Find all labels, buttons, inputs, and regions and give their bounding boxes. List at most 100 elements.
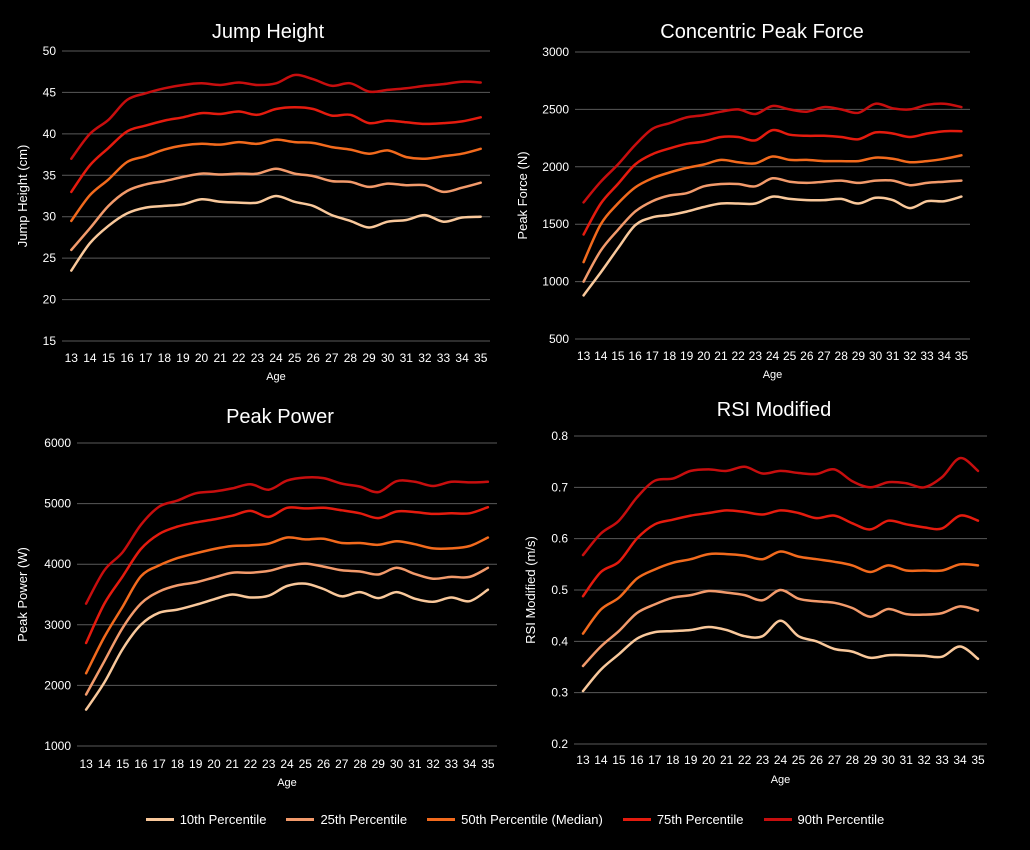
x-tick-label: 25: [783, 349, 797, 363]
x-tick-label: 33: [935, 753, 949, 767]
x-tick-label: 28: [353, 757, 367, 771]
x-tick-label: 17: [139, 351, 153, 365]
x-tick-label: 27: [325, 351, 339, 365]
y-tick-label: 2000: [44, 678, 71, 692]
x-tick-label: 15: [116, 757, 130, 771]
y-tick-label: 0.2: [551, 737, 568, 751]
x-tick-label: 29: [362, 351, 376, 365]
x-tick-label: 16: [134, 757, 148, 771]
series-line-p10: [581, 619, 980, 693]
y-axis-label: Jump Height (cm): [15, 145, 30, 248]
x-tick-label: 26: [317, 757, 331, 771]
x-tick-label: 34: [463, 757, 477, 771]
series-line-p75: [581, 509, 980, 598]
chart-legend: 10th Percentile 25th Percentile 50th Per…: [0, 812, 1030, 827]
x-tick-label: 26: [800, 349, 814, 363]
x-tick-label: 17: [648, 753, 662, 767]
y-tick-label: 1000: [542, 275, 569, 289]
x-tick-label: 35: [955, 349, 969, 363]
x-tick-label: 13: [65, 351, 79, 365]
y-tick-label: 0.6: [551, 532, 568, 546]
x-tick-label: 14: [83, 351, 97, 365]
y-axis-label: Peak Force (N): [515, 151, 530, 239]
x-tick-label: 21: [226, 757, 240, 771]
chart-rsi-modified: RSI Modified 0.2 0.3 0.4 0.5 0.6 0.7 0.8 13 14 15 1…: [523, 399, 987, 786]
x-tick-label: 24: [774, 753, 788, 767]
x-tick-label: 14: [594, 753, 608, 767]
series-line-p50: [84, 536, 490, 675]
series-line-p25: [582, 176, 963, 283]
series-line-p90: [581, 456, 980, 557]
x-tick-label: 27: [828, 753, 842, 767]
y-tick-label: 40: [43, 127, 57, 141]
series-line-p75: [84, 505, 490, 645]
x-tick-label: 25: [288, 351, 302, 365]
x-tick-label: 26: [307, 351, 321, 365]
x-axis-label: Age: [277, 777, 297, 789]
x-tick-label: 20: [697, 349, 711, 363]
x-tick-label: 32: [426, 757, 440, 771]
x-tick-label: 28: [344, 351, 358, 365]
x-tick-label: 31: [886, 349, 900, 363]
x-tick-label: 21: [720, 753, 734, 767]
series-line-p90: [70, 73, 482, 160]
y-axis-label: Peak Power (W): [15, 547, 30, 642]
x-tick-label: 18: [663, 349, 677, 363]
x-tick-label: 19: [680, 349, 694, 363]
x-tick-label: 16: [630, 753, 644, 767]
series-line-p10: [70, 194, 482, 272]
x-tick-label: 22: [738, 753, 752, 767]
x-tick-label: 33: [437, 351, 451, 365]
x-tick-label: 34: [953, 753, 967, 767]
x-tick-label: 13: [577, 349, 591, 363]
y-axis-label: RSI Modified (m/s): [523, 536, 538, 644]
y-tick-label: 0.4: [551, 634, 568, 648]
x-tick-label: 31: [900, 753, 914, 767]
y-tick-label: 25: [43, 251, 57, 265]
y-tick-label: 6000: [44, 436, 71, 450]
x-axis-label: Age: [266, 371, 286, 383]
y-tick-label: 45: [43, 85, 57, 99]
x-tick-label: 35: [481, 757, 495, 771]
y-tick-label: 35: [43, 168, 57, 182]
y-tick-label: 50: [43, 44, 57, 58]
series-line-p75: [582, 128, 963, 236]
legend-label-p10: 10th Percentile: [179, 812, 267, 827]
x-tick-label: 25: [299, 757, 313, 771]
series-line-p10: [84, 582, 490, 711]
x-tick-label: 21: [714, 349, 728, 363]
x-tick-label: 23: [749, 349, 763, 363]
x-tick-label: 17: [646, 349, 660, 363]
y-tick-label: 0.8: [551, 429, 568, 443]
legend-swatch-p25: [286, 818, 315, 821]
x-tick-label: 24: [269, 351, 283, 365]
legend-label-p25: 25th Percentile: [320, 812, 408, 827]
series-line-p50: [70, 138, 482, 223]
x-tick-label: 24: [280, 757, 294, 771]
y-tick-label: 5000: [44, 497, 71, 511]
series-line-p25: [84, 562, 490, 696]
x-tick-label: 15: [611, 349, 625, 363]
y-tick-label: 0.5: [551, 583, 568, 597]
x-tick-label: 18: [158, 351, 172, 365]
x-tick-label: 23: [251, 351, 265, 365]
x-tick-label: 22: [731, 349, 745, 363]
y-tick-label: 3000: [44, 618, 71, 632]
y-tick-label: 30: [43, 210, 57, 224]
y-tick-label: 15: [43, 334, 57, 348]
x-tick-label: 33: [920, 349, 934, 363]
x-tick-label: 35: [971, 753, 985, 767]
legend-swatch-p50: [427, 818, 456, 821]
series-line-p75: [70, 106, 482, 194]
x-tick-label: 22: [232, 351, 246, 365]
x-tick-label: 14: [98, 757, 112, 771]
chart-title: Concentric Peak Force: [660, 21, 863, 43]
chart-title: Peak Power: [226, 406, 334, 428]
legend-item-p25: 25th Percentile: [286, 812, 407, 827]
x-tick-label: 16: [120, 351, 134, 365]
legend-item-p90: 90th Percentile: [763, 812, 884, 827]
chart-title: RSI Modified: [717, 399, 832, 421]
x-tick-label: 29: [372, 757, 386, 771]
legend-item-p75: 75th Percentile: [622, 812, 744, 827]
